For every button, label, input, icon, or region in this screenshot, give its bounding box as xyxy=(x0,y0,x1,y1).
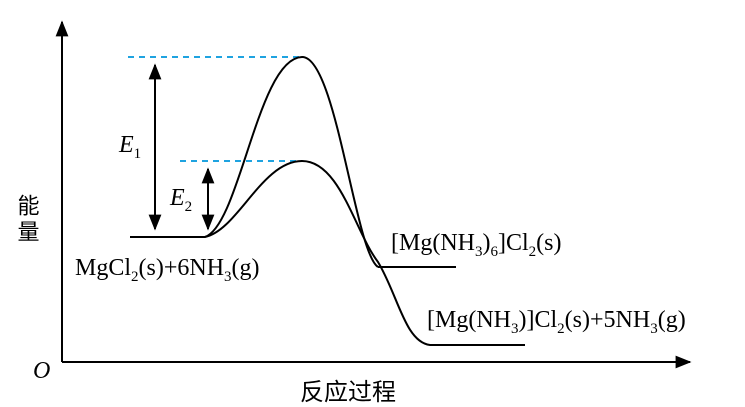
reactants-label: MgCl2(s)+6NH3(g) xyxy=(75,255,260,285)
x-axis-label: 反应过程 xyxy=(300,378,396,406)
e1-label: E1 xyxy=(118,132,141,162)
final-products-label: [Mg(NH3)]Cl2(s)+5NH3(g) xyxy=(427,307,686,337)
y-axis-label: 能量 xyxy=(14,194,39,246)
high-barrier-curve xyxy=(204,55,379,268)
origin-label: O xyxy=(33,358,50,384)
intermediate-label: [Mg(NH3)6]Cl2(s) xyxy=(391,230,562,260)
low-barrier-curve xyxy=(204,159,525,346)
e2-label: E2 xyxy=(169,185,192,215)
